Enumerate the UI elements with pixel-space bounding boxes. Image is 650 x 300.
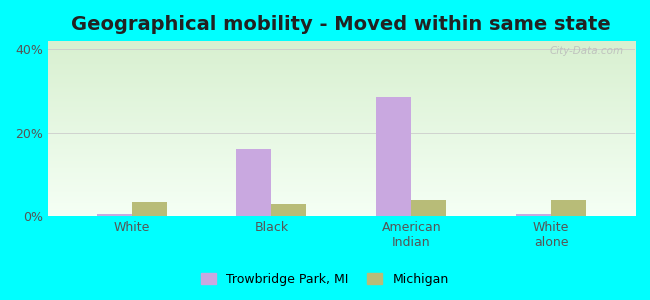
Bar <box>411 200 447 216</box>
Bar <box>376 98 411 216</box>
Bar <box>516 214 551 216</box>
Text: City-Data.com: City-Data.com <box>549 46 623 56</box>
Title: Geographical mobility - Moved within same state: Geographical mobility - Moved within sam… <box>72 15 611 34</box>
Bar <box>97 214 132 216</box>
Legend: Trowbridge Park, MI, Michigan: Trowbridge Park, MI, Michigan <box>196 268 454 291</box>
Bar <box>272 204 306 216</box>
Bar <box>237 149 272 216</box>
Bar <box>551 200 586 216</box>
Bar <box>132 202 166 216</box>
